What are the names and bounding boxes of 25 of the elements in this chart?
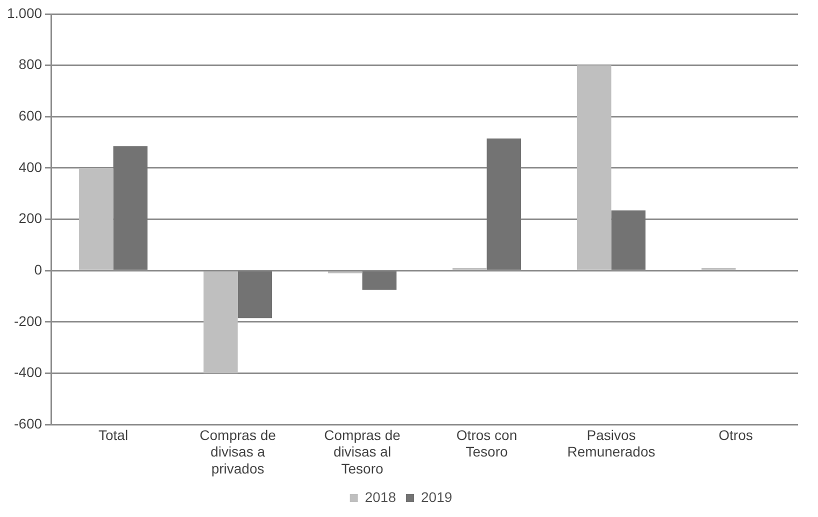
x-tick-label: Total	[98, 426, 128, 443]
y-tick-label: -600	[14, 415, 42, 432]
x-tick-label: Otros	[718, 426, 753, 443]
y-tick-label: 600	[18, 108, 42, 124]
bar	[577, 65, 612, 270]
y-tick-label: 1.000	[6, 4, 42, 21]
bar	[611, 210, 646, 270]
bar	[362, 271, 397, 290]
x-tick-label: Otros con Tesoro	[456, 426, 518, 460]
y-tick-label: 0	[34, 261, 42, 278]
bar	[486, 138, 521, 270]
y-tick-label: 200	[18, 210, 42, 226]
bar	[204, 271, 238, 374]
legend-label: 2019	[421, 488, 452, 505]
legend-label: 2018	[364, 488, 396, 505]
bar	[113, 146, 148, 270]
x-tick-label: Pasivos Remunerados	[567, 426, 656, 460]
y-tick-label: 800	[18, 56, 42, 72]
y-tick-label: 400	[18, 158, 42, 175]
x-tick-label: Compras de divisas a privados	[200, 426, 276, 476]
bar	[238, 271, 272, 318]
y-tick-label: -400	[14, 364, 42, 380]
x-tick-label: Compras de divisas al Tesoro	[324, 426, 401, 476]
bar	[79, 168, 114, 270]
y-tick-label: -200	[14, 312, 42, 329]
